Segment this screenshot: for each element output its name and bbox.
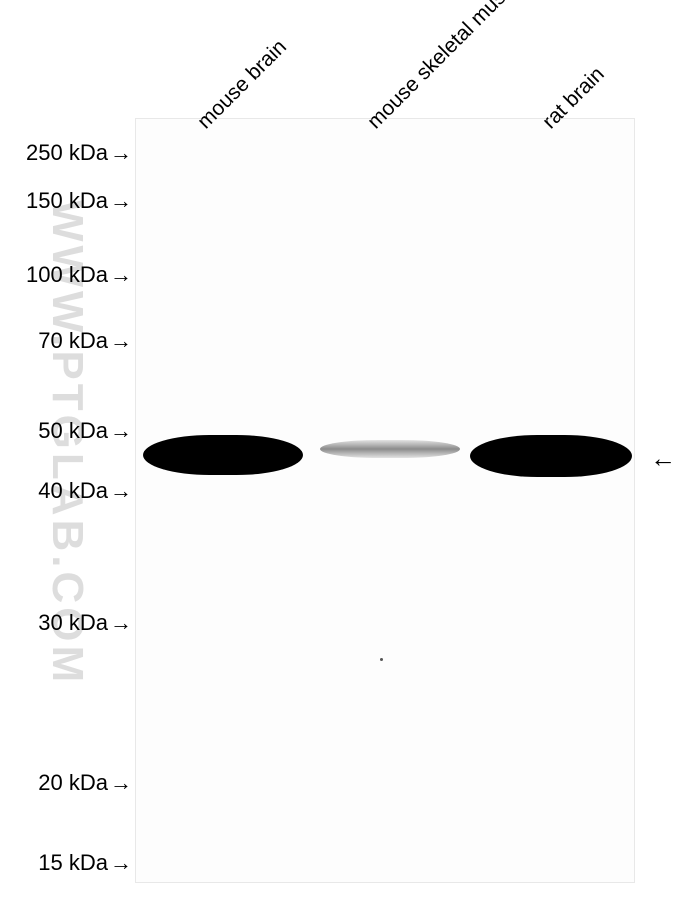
marker-15: 15 kDa→: [10, 850, 132, 876]
marker-arrow-icon: →: [110, 140, 132, 166]
marker-arrow-icon: →: [110, 262, 132, 288]
marker-text: 150 kDa: [26, 188, 108, 213]
marker-40: 40 kDa→: [10, 478, 132, 504]
western-blot-figure: WWW.PTGLAB.COM mouse brain mouse skeleta…: [0, 0, 690, 903]
marker-50: 50 kDa→: [10, 418, 132, 444]
marker-100: 100 kDa→: [10, 262, 132, 288]
marker-arrow-icon: →: [110, 770, 132, 796]
marker-text: 70 kDa: [38, 328, 108, 353]
marker-arrow-icon: →: [110, 850, 132, 876]
marker-arrow-icon: →: [110, 188, 132, 214]
marker-arrow-icon: →: [110, 418, 132, 444]
marker-30: 30 kDa→: [10, 610, 132, 636]
marker-20: 20 kDa→: [10, 770, 132, 796]
marker-text: 30 kDa: [38, 610, 108, 635]
marker-text: 50 kDa: [38, 418, 108, 443]
marker-70: 70 kDa→: [10, 328, 132, 354]
marker-text: 100 kDa: [26, 262, 108, 287]
band-pointer-arrow-icon: ←: [650, 443, 676, 474]
marker-text: 15 kDa: [38, 850, 108, 875]
artifact-dot: [380, 658, 383, 661]
marker-arrow-icon: →: [110, 478, 132, 504]
marker-250: 250 kDa→: [10, 140, 132, 166]
marker-text: 250 kDa: [26, 140, 108, 165]
band-lane2: [320, 440, 460, 458]
marker-text: 40 kDa: [38, 478, 108, 503]
blot-membrane: [135, 118, 635, 883]
lane-label-2: mouse skeletal muscle: [363, 0, 530, 134]
band-lane3: [470, 435, 632, 477]
band-lane1: [143, 435, 303, 475]
marker-arrow-icon: →: [110, 610, 132, 636]
marker-150: 150 kDa→: [10, 188, 132, 214]
marker-text: 20 kDa: [38, 770, 108, 795]
marker-arrow-icon: →: [110, 328, 132, 354]
